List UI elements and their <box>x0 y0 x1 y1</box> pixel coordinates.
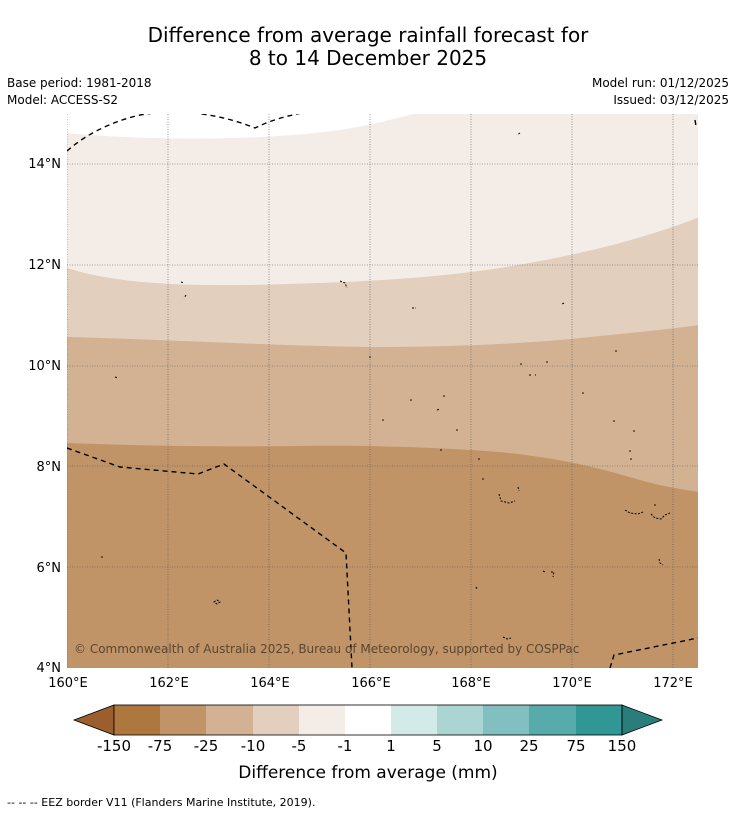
eez-borders <box>67 114 698 668</box>
title-line-2: 8 to 14 December 2025 <box>248 46 488 70</box>
svg-text:-75: -75 <box>148 737 173 755</box>
base-period: Base period: 1981-2018 <box>7 76 152 90</box>
colorbar-cell-4 <box>253 705 299 735</box>
islands <box>114 132 671 640</box>
svg-text:-10: -10 <box>241 737 266 755</box>
colorbar-cell-1 <box>114 705 160 735</box>
band-minus25-to-minus75 <box>67 443 698 668</box>
y-tick-8n: 8°N <box>37 460 62 475</box>
colorbar <box>72 704 664 736</box>
x-tick-166e: 166°E <box>351 676 391 691</box>
svg-text:-25: -25 <box>194 737 219 755</box>
svg-text:10: 10 <box>473 737 492 755</box>
y-tick-6n: 6°N <box>37 561 62 576</box>
map-plot-area: © Commonwealth of Australia 2025, Bureau… <box>67 114 698 668</box>
x-axis-labels: 160°E 162°E 164°E 166°E 168°E 170°E 172°… <box>48 676 693 691</box>
y-tick-12n: 12°N <box>28 258 61 273</box>
colorbar-cell-7 <box>391 705 437 735</box>
model-name: Model: ACCESS-S2 <box>7 93 119 107</box>
y-tick-10n: 10°N <box>28 359 61 374</box>
colorbar-cell-3 <box>206 705 253 735</box>
y-tick-4n: 4°N <box>37 661 62 676</box>
colorbar-extend-low <box>72 704 115 736</box>
svg-text:-150: -150 <box>97 737 131 755</box>
svg-text:150: 150 <box>608 737 637 755</box>
x-tick-164e: 164°E <box>250 676 290 691</box>
svg-text:-5: -5 <box>292 737 307 755</box>
colorbar-cell-10 <box>529 705 576 735</box>
x-tick-162e: 162°E <box>149 676 189 691</box>
svg-text:5: 5 <box>432 737 442 755</box>
svg-text:25: 25 <box>519 737 538 755</box>
x-tick-160e: 160°E <box>48 676 88 691</box>
svg-text:-1: -1 <box>338 737 353 755</box>
x-tick-172e: 172°E <box>653 676 693 691</box>
x-tick-170e: 170°E <box>552 676 592 691</box>
colorbar-cell-2 <box>160 705 206 735</box>
colorbar-extend-high <box>621 704 664 736</box>
rainfall-map: © Commonwealth of Australia 2025, Bureau… <box>28 114 698 783</box>
y-axis-labels: 14°N 12°N 10°N 8°N 6°N 4°N <box>28 157 61 676</box>
colorbar-cell-9 <box>483 705 529 735</box>
y-tick-14n: 14°N <box>28 157 61 172</box>
eez-legend-note: -- -- -- EEZ border V11 (Flanders Marine… <box>7 796 316 809</box>
svg-text:75: 75 <box>566 737 585 755</box>
grid-lines <box>67 114 698 668</box>
colorbar-cell-5 <box>299 705 345 735</box>
colorbar-tick-labels: -150 -75 -25 -10 -5 -1 1 5 10 25 75 150 <box>97 737 636 755</box>
model-run: Model run: 01/12/2025 <box>591 76 729 90</box>
x-tick-168e: 168°E <box>451 676 491 691</box>
colorbar-title: Difference from average (mm) <box>238 763 497 783</box>
svg-text:1: 1 <box>386 737 396 755</box>
colorbar-cell-6 <box>345 705 391 735</box>
title-line-1: Difference from average rainfall forecas… <box>147 23 589 47</box>
atoll-dots <box>101 350 656 558</box>
colorbar-cell-11 <box>576 705 622 735</box>
issued-date: Issued: 03/12/2025 <box>613 93 729 107</box>
copyright-text: © Commonwealth of Australia 2025, Bureau… <box>74 642 579 656</box>
colorbar-cell-8 <box>437 705 483 735</box>
